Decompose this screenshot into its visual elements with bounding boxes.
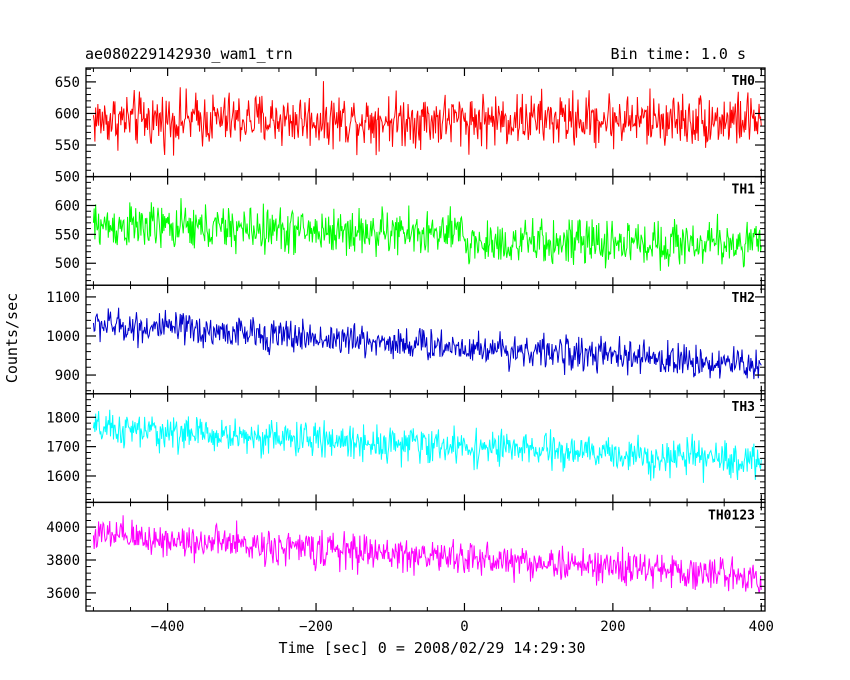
y-tick-label: 1800: [46, 410, 80, 426]
x-tick-label: −200: [299, 619, 333, 635]
y-tick-label: 600: [55, 106, 80, 122]
x-tick-label: 400: [749, 619, 774, 635]
x-tick-label: −400: [151, 619, 185, 635]
panel-frame: [85, 284, 766, 395]
y-tick-label: 900: [55, 368, 80, 384]
series-label-th0: TH0: [732, 74, 756, 89]
y-tick-label: 500: [55, 256, 80, 272]
series-line-th3: [92, 409, 762, 483]
panel-th2: 900 1000 1100 TH2: [46, 284, 766, 395]
series-label-th2: TH2: [732, 291, 755, 306]
x-axis-label: Time [sec] 0 = 2008/02/29 14:29:30: [278, 639, 585, 657]
y-tick-label: 4000: [46, 520, 80, 536]
y-tick-label: 550: [55, 227, 80, 243]
y-tick-label: 3800: [46, 553, 80, 569]
y-tick-label: 1600: [46, 469, 80, 485]
y-tick-label: 1000: [46, 329, 80, 345]
bin-time-label: Bin time: 1.0 s: [611, 45, 746, 63]
y-axis-label: Counts/sec: [3, 293, 21, 383]
series-line-th2: [92, 307, 762, 380]
series-line-th0123: [92, 515, 762, 594]
panel-frame: [85, 501, 766, 612]
y-tick-label: 1700: [46, 440, 80, 456]
x-axis: −400 −200 0 200 400: [151, 619, 774, 635]
panels: 500 550 600 650 TH0 500 550 600 TH1 900 1000 1100 TH…: [46, 67, 766, 612]
y-tick-label: 550: [55, 138, 80, 154]
series-label-th3: TH3: [732, 400, 755, 415]
panel-th0123: 3600 3800 4000 TH0123: [46, 501, 766, 612]
y-tick-label: 600: [55, 198, 80, 214]
panel-th0: 500 550 600 650 TH0: [55, 67, 766, 186]
y-tick-label: 1100: [46, 290, 80, 306]
y-tick-label: 650: [55, 75, 80, 91]
y-tick-label: 500: [55, 170, 80, 186]
y-tick-label: 3600: [46, 586, 80, 602]
panel-th1: 500 550 600 TH1: [55, 175, 766, 286]
x-tick-label: 0: [460, 619, 468, 635]
series-label-th1: TH1: [732, 183, 756, 198]
series-line-th1: [92, 198, 762, 271]
panel-th3: 1600 1700 1800 TH3: [46, 393, 766, 504]
series-line-th0: [92, 81, 762, 156]
x-tick-label: 200: [600, 619, 625, 635]
chart-title: ae080229142930_wam1_trn: [85, 45, 293, 63]
series-label-th0123: TH0123: [708, 508, 755, 523]
